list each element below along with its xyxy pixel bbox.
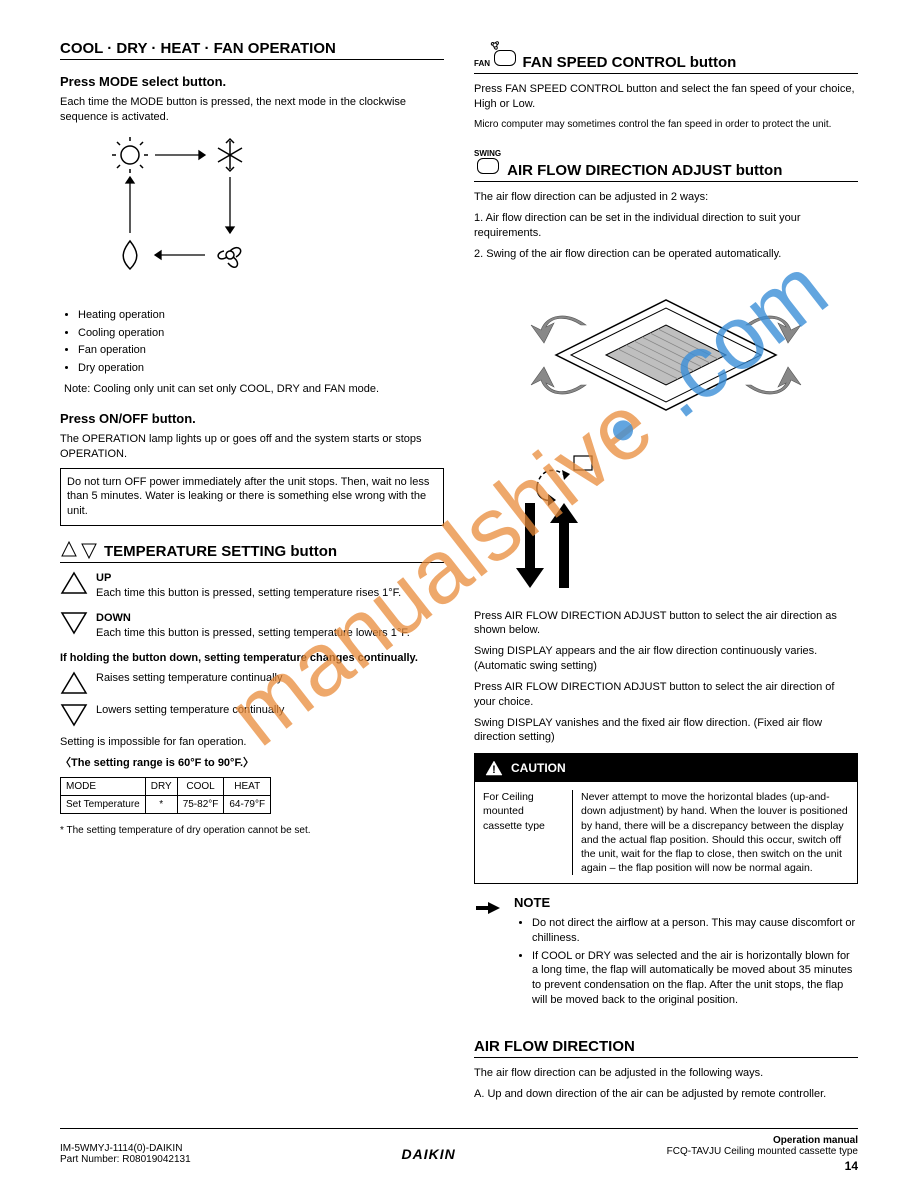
fan-speed-title: FAN SPEED CONTROL button xyxy=(522,54,736,71)
range-line: Setting is impossible for fan operation. xyxy=(60,735,444,750)
footer-brand: DAIKIN xyxy=(402,1146,456,1162)
swing-sub: The air flow direction can be adjusted i… xyxy=(474,190,858,205)
caution-icon: ! xyxy=(485,760,503,776)
table-mode-label: MODE xyxy=(61,778,146,796)
hold-header: If holding the button down, setting temp… xyxy=(60,651,444,666)
swing-arrow-diagram xyxy=(494,448,858,603)
temp-up-label: UP xyxy=(96,572,111,584)
left-column: COOL · DRY · HEAT · FAN OPERATION Press … xyxy=(60,40,444,1108)
fan-speed-heading: FAN FAN SPEED CONTROL button xyxy=(474,40,858,74)
caution-right: Never attempt to move the horizontal bla… xyxy=(581,790,849,875)
temp-guide-table: MODE DRY COOL HEAT Set Temperature * 75-… xyxy=(60,777,271,814)
mode-dry: Dry operation xyxy=(78,361,444,376)
fan-speed-body: Press FAN SPEED CONTROL button and selec… xyxy=(474,82,858,112)
caution-box: ! CAUTION For Ceiling mounted cassette t… xyxy=(474,753,858,884)
table-val-dry: * xyxy=(145,796,177,814)
footer-page-num: 14 xyxy=(667,1159,858,1173)
swing-line3: Press AIR FLOW DIRECTION ADJUST button t… xyxy=(474,680,858,710)
mode-list: Heating operation Cooling operation Fan … xyxy=(60,308,444,376)
airflow-item-a: A. Up and down direction of the air can … xyxy=(474,1087,858,1102)
swing-line2: Swing DISPLAY appears and the air flow d… xyxy=(474,644,858,674)
hold-down-body: Lowers setting temperature continually xyxy=(96,703,444,718)
fan-icon-label: FAN xyxy=(474,59,490,68)
temp-setting-title: TEMPERATURE SETTING button xyxy=(104,543,337,560)
note-block: NOTE Do not direct the airflow at a pers… xyxy=(474,894,858,1014)
onoff-body: The OPERATION lamp lights up or goes off… xyxy=(60,432,444,462)
footer-right-top: Operation manual xyxy=(667,1135,858,1146)
airflow-section-title: AIR FLOW DIRECTION xyxy=(474,1038,858,1058)
mode-icon-grid xyxy=(100,135,444,300)
onoff-note: Do not turn OFF power immediately after … xyxy=(67,475,437,520)
swing-icon-label: SWING xyxy=(474,149,501,158)
mode-cool: Cooling operation xyxy=(78,326,444,341)
table-row-label: Set Temperature xyxy=(61,796,146,814)
footer-right-sub: FCQ-TAVJU Ceiling mounted cassette type xyxy=(667,1146,858,1157)
mode-heat: Heating operation xyxy=(78,308,444,323)
caution-left: For Ceiling mounted cassette type xyxy=(483,790,573,875)
swing-button-icon: SWING xyxy=(474,149,501,179)
swing-line1: Press AIR FLOW DIRECTION ADJUST button t… xyxy=(474,609,858,639)
table-mode-dry: DRY xyxy=(145,778,177,796)
table-mode-heat: HEAT xyxy=(224,778,271,796)
temp-down-body: Each time this button is pressed, settin… xyxy=(96,627,410,639)
fan-button-icon: FAN xyxy=(474,40,516,71)
hand-icon xyxy=(474,894,504,1014)
swing-heading: SWING AIR FLOW DIRECTION ADJUST button xyxy=(474,149,858,182)
note-title: NOTE xyxy=(514,894,858,912)
right-column: FAN FAN SPEED CONTROL button Press FAN S… xyxy=(474,40,858,1108)
note-bullet-2: If COOL or DRY was selected and the air … xyxy=(532,949,858,1008)
cool-only-note: Note: Cooling only unit can set only COO… xyxy=(64,382,444,397)
note-bullet-1: Do not direct the airflow at a person. T… xyxy=(532,916,858,946)
temp-up-body: Each time this button is pressed, settin… xyxy=(96,587,401,599)
fan-speed-note: Micro computer may sometimes control the… xyxy=(474,118,858,132)
caution-title: CAUTION xyxy=(511,761,566,775)
table-mode-cool: COOL xyxy=(177,778,224,796)
cassette-diagram xyxy=(516,270,816,440)
svg-text:!: ! xyxy=(492,764,496,776)
mode-select-body: Each time the MODE button is pressed, th… xyxy=(60,95,444,125)
temp-up-icon xyxy=(60,571,86,593)
hold-up-icon xyxy=(60,671,86,693)
temp-down-icon xyxy=(60,611,86,633)
swing-line4: Swing DISPLAY vanishes and the fixed air… xyxy=(474,716,858,746)
updown-icon xyxy=(60,540,98,560)
footer-left: IM-5WMYJ-1114(0)-DAIKIN Part Number: R08… xyxy=(60,1143,191,1165)
table-val-cool: 75-82°F xyxy=(177,796,224,814)
onoff-header: Press ON/OFF button. xyxy=(60,411,444,426)
mode-fan: Fan operation xyxy=(78,343,444,358)
hold-up-body: Raises setting temperature continually xyxy=(96,671,444,686)
section-heading-operation: COOL · DRY · HEAT · FAN OPERATION xyxy=(60,40,444,60)
airflow-body: The air flow direction can be adjusted i… xyxy=(474,1066,858,1081)
hold-down-icon xyxy=(60,703,86,725)
table-note: * The setting temperature of dry operati… xyxy=(60,824,444,838)
temp-down-label: DOWN xyxy=(96,612,131,624)
mode-select-header: Press MODE select button. xyxy=(60,74,444,89)
temp-setting-heading: TEMPERATURE SETTING button xyxy=(60,540,444,563)
swing-body1: 1. Air flow direction can be set in the … xyxy=(474,211,858,241)
mode-cycle-diagram xyxy=(100,135,280,295)
swing-title: AIR FLOW DIRECTION ADJUST button xyxy=(507,162,782,179)
page-footer: IM-5WMYJ-1114(0)-DAIKIN Part Number: R08… xyxy=(60,1128,858,1173)
swing-body2: 2. Swing of the air flow direction can b… xyxy=(474,247,858,262)
guide-header: 〈The setting range is 60°F to 90°F.〉 xyxy=(60,756,444,771)
table-val-heat: 64-79°F xyxy=(224,796,271,814)
